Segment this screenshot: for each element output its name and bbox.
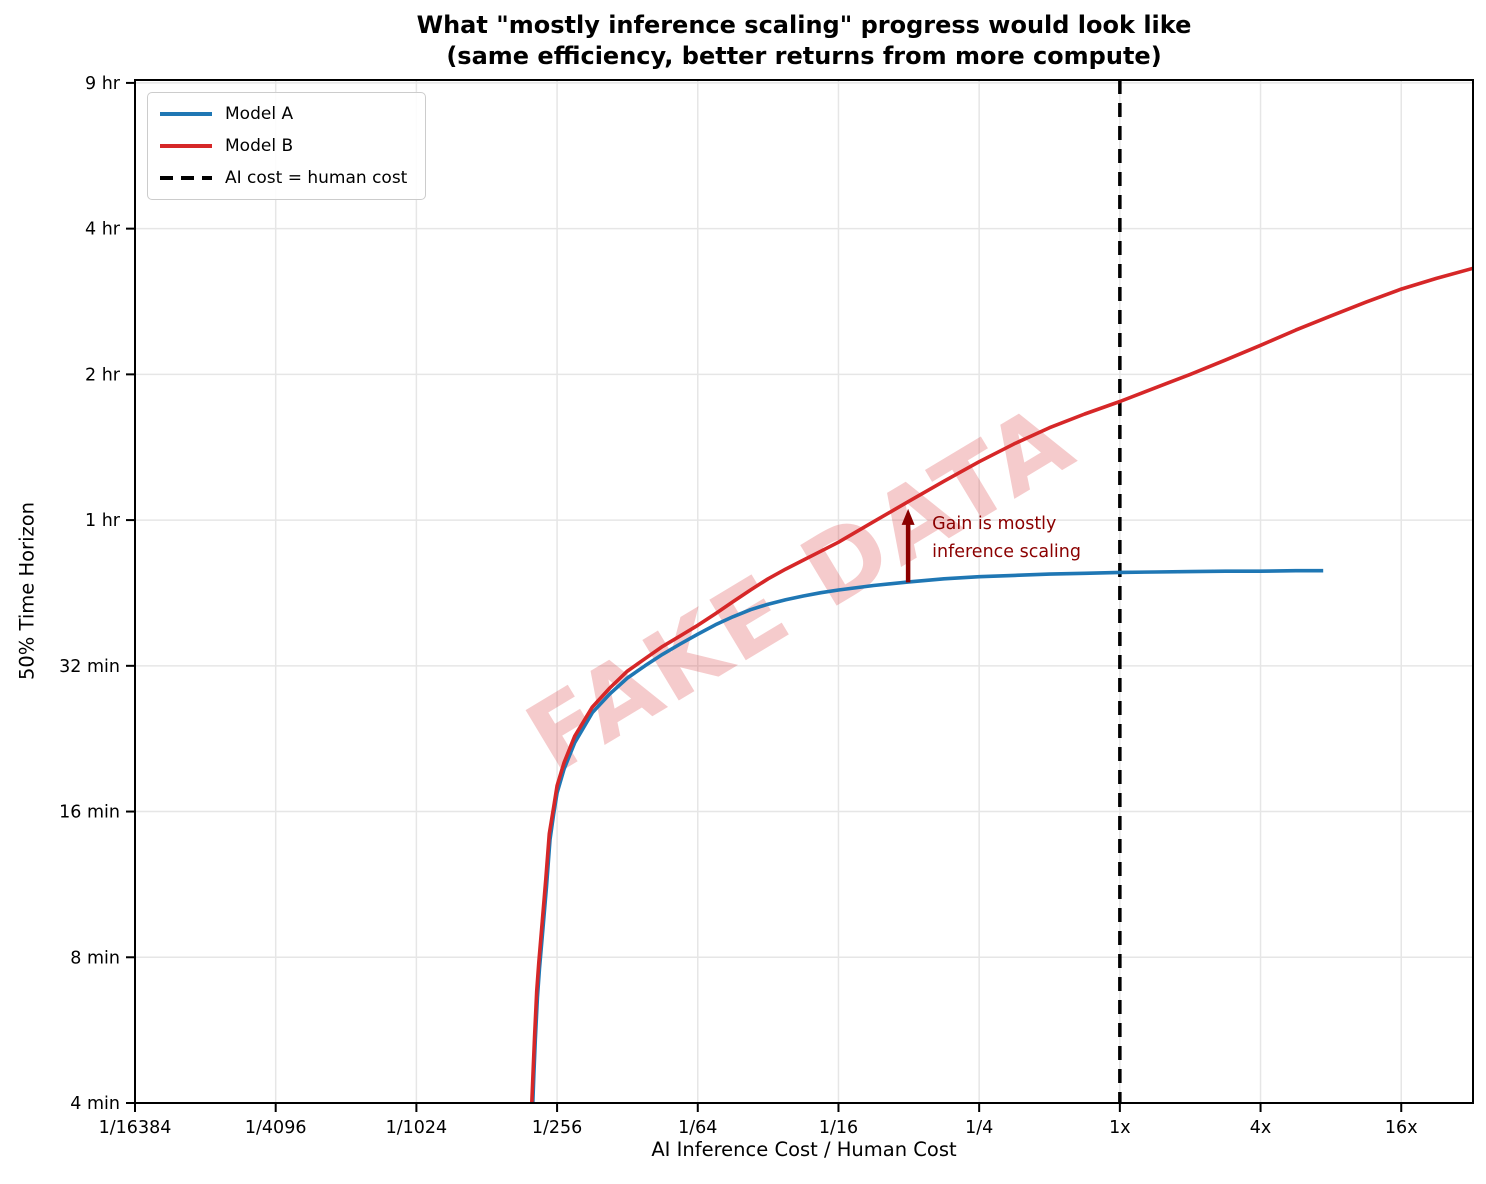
y-tick-label: 9 hr bbox=[85, 74, 121, 94]
x-tick-label: 1/4 bbox=[965, 1118, 993, 1138]
x-tick-label: 4x bbox=[1250, 1118, 1272, 1138]
x-axis-label: AI Inference Cost / Human Cost bbox=[651, 1138, 957, 1161]
legend-item-model-b: Model B bbox=[160, 134, 407, 158]
y-tick-label: 32 min bbox=[59, 657, 120, 677]
y-tick-label: 8 min bbox=[70, 948, 120, 968]
dashed-line-swatch bbox=[160, 176, 212, 180]
y-tick-label: 2 hr bbox=[85, 365, 121, 385]
x-tick-label: 1/1024 bbox=[386, 1118, 448, 1138]
y-tick-label: 4 hr bbox=[85, 220, 121, 240]
watermark-text: FAKE DATA bbox=[508, 382, 1093, 795]
arrow-head bbox=[901, 508, 915, 525]
x-tick-label: 1/256 bbox=[532, 1118, 582, 1138]
x-tick-label: 1/4096 bbox=[245, 1118, 307, 1138]
legend-item-vline: AI cost = human cost bbox=[160, 166, 407, 190]
x-tick-label: 1/16384 bbox=[99, 1118, 172, 1138]
legend-label-model-a: Model A bbox=[225, 104, 294, 124]
legend-label-model-b: Model B bbox=[225, 136, 294, 156]
x-tick-label: 1x bbox=[1109, 1118, 1131, 1138]
x-tick-label: 1/64 bbox=[678, 1118, 717, 1138]
x-tick-label: 1/16 bbox=[819, 1118, 858, 1138]
y-tick-label: 1 hr bbox=[85, 511, 121, 531]
x-tick-label: 16x bbox=[1385, 1118, 1418, 1138]
plot-frame bbox=[134, 79, 1474, 1104]
y-tick-label: 4 min bbox=[70, 1094, 120, 1114]
y-axis-label: 50% Time Horizon bbox=[15, 501, 39, 681]
legend-label-vline: AI cost = human cost bbox=[225, 168, 408, 188]
chart-title-line2: (same efficiency, better returns from mo… bbox=[446, 42, 1162, 70]
model-b-line-swatch bbox=[160, 144, 212, 148]
axis-ticks: 1/16384 1/4096 1/1024 1/256 1/64 1/16 1/4 1x 4x 1… bbox=[59, 74, 1417, 1138]
y-tick-label: 16 min bbox=[59, 803, 120, 823]
legend: Model A Model B AI cost = human cost bbox=[147, 92, 427, 200]
annotation-text-line2: inference scaling bbox=[932, 542, 1081, 562]
annotation-text-line1: Gain is mostly bbox=[932, 514, 1056, 534]
data-curves bbox=[530, 266, 1474, 1104]
model-a-line-swatch bbox=[160, 112, 212, 116]
annotation-arrow bbox=[901, 508, 915, 583]
curve-model-b bbox=[530, 266, 1474, 1104]
chart-title: What "mostly inference scaling" progress… bbox=[135, 10, 1473, 72]
legend-item-model-a: Model A bbox=[160, 102, 407, 126]
frame-rect bbox=[134, 79, 1474, 1104]
chart-title-line1: What "mostly inference scaling" progress… bbox=[416, 11, 1192, 39]
